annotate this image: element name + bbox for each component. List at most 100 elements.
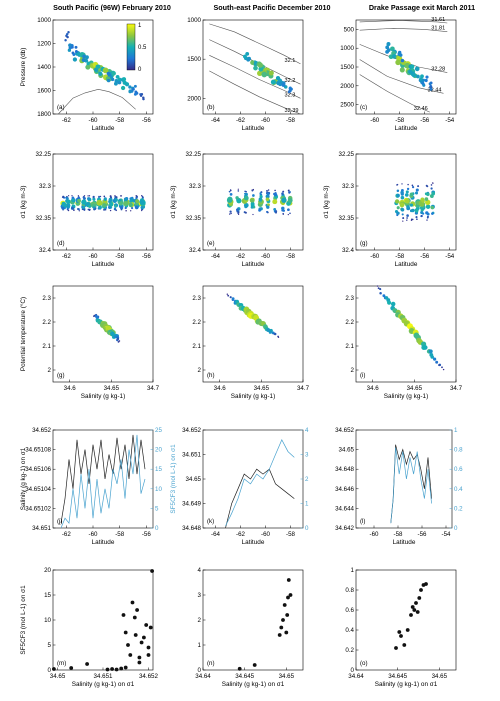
data-point: [130, 210, 132, 212]
data-point: [394, 646, 398, 650]
contour-label: 32.2: [285, 78, 296, 84]
y-axis-label: Pressure (db): [20, 48, 27, 87]
data-point: [407, 183, 409, 186]
y-right-tick-label: 5: [155, 505, 159, 512]
y-tick-label: 34.642: [335, 525, 354, 532]
data-point: [397, 51, 401, 56]
y-axis-label: Salinity (g kg-1) on σ1: [20, 447, 27, 510]
y-tick-label: 34.651: [32, 525, 51, 532]
data-point: [131, 87, 135, 91]
contour-line: [359, 27, 448, 32]
data-point: [229, 296, 232, 299]
data-point: [288, 593, 293, 597]
data-point: [390, 301, 396, 307]
data-point: [442, 368, 445, 371]
x-tick-label: 34.65: [432, 673, 448, 680]
data-point: [96, 64, 101, 69]
data-point: [124, 206, 127, 210]
y-tick-label: 34.65104: [25, 486, 51, 493]
data-point: [125, 210, 127, 212]
x-axis-label: Latitude: [92, 125, 115, 132]
y-tick-label: 2.3: [192, 295, 201, 302]
data-point: [268, 330, 272, 334]
y-tick-label: 1500: [187, 56, 201, 63]
data-point: [128, 202, 133, 208]
x-tick-label: -62: [62, 253, 72, 260]
y-axis-label: σ1 (kg m-3): [170, 185, 177, 218]
y-tick-label: 1000: [340, 45, 354, 52]
data-point: [250, 199, 255, 203]
x-axis-label: Latitude: [92, 261, 115, 268]
data-point: [67, 48, 72, 52]
y-tick-label: 1500: [340, 64, 354, 71]
data-point: [118, 198, 122, 202]
contour-label: 32.39: [285, 108, 299, 114]
y-tick-label: 1200: [37, 41, 51, 48]
data-point: [77, 195, 80, 197]
x-axis-label: Latitude: [395, 261, 418, 268]
data-point: [287, 208, 290, 212]
y-axis-label: SF5CF3 (mol L-1) on σ1: [20, 585, 27, 655]
x-tick-label: -58: [286, 253, 296, 260]
data-point: [430, 206, 435, 210]
panel-label: (m): [57, 660, 66, 667]
data-point: [279, 625, 284, 630]
y-right-tick-label: 0.6: [454, 466, 463, 473]
y-tick-label: 3: [198, 592, 202, 599]
x-tick-label: 34.65: [254, 385, 270, 392]
x-tick-label: -64: [211, 117, 221, 124]
data-point: [136, 195, 138, 198]
data-point: [237, 190, 240, 192]
data-point: [420, 214, 423, 218]
data-point: [424, 192, 428, 196]
data-point: [109, 195, 112, 197]
x-tick-label: -60: [370, 531, 380, 538]
y-tick-label: 34.652: [182, 427, 201, 434]
data-point: [396, 193, 400, 198]
axes-frame: [355, 569, 457, 671]
data-point: [70, 206, 74, 210]
data-point: [251, 189, 254, 192]
panel-m: 34.65 34.651 34.652 0 5 10 15 20 (m) Salinity (g …: [20, 567, 158, 688]
axes-frame: [202, 569, 304, 671]
y-tick-label: 0: [48, 667, 52, 674]
data-point: [424, 197, 429, 201]
x-tick-label: -64: [211, 253, 221, 260]
data-point: [430, 355, 434, 359]
y-right-tick-label: 1: [305, 501, 309, 508]
panel-h: 34.6 34.65 34.7 2 2.1 2.2 2.3 (h) Salinity (g kg…: [192, 285, 310, 400]
data-point: [275, 75, 281, 81]
data-point: [52, 667, 56, 671]
data-point: [229, 210, 232, 213]
y-tick-label: 10: [44, 617, 51, 624]
data-point: [75, 201, 80, 206]
y-right-tick-label: 0.2: [454, 505, 463, 512]
data-point: [406, 214, 409, 217]
y-right-tick-label: 25: [155, 427, 162, 434]
y-tick-label: 1400: [37, 64, 51, 71]
colorbar-tick: 0.5: [138, 45, 147, 51]
data-point: [142, 96, 145, 99]
data-point: [71, 198, 75, 203]
x-axis-label: Salinity (g kg-1): [231, 393, 275, 400]
y-axis-label: σ1 (kg m-3): [323, 185, 330, 218]
data-point: [81, 58, 86, 62]
y-tick-label: 34.644: [335, 505, 354, 512]
data-point: [134, 205, 139, 210]
y-tick-label: 2: [198, 367, 202, 374]
data-point: [281, 618, 285, 622]
data-point: [259, 192, 262, 195]
y-tick-label: 2.1: [42, 343, 51, 350]
data-point: [429, 87, 433, 91]
data-point: [121, 77, 127, 82]
data-point: [123, 630, 128, 635]
data-point: [61, 196, 65, 199]
data-point: [424, 582, 428, 586]
data-point: [412, 608, 417, 612]
panel-j: -62 -60 -58 -56 34.651 34.65102 34.65104 34.651…: [20, 427, 177, 546]
data-point: [103, 208, 106, 211]
data-point: [399, 67, 405, 73]
data-point: [108, 200, 112, 204]
axes-frame: [202, 429, 304, 529]
panel-label: (d): [57, 240, 65, 247]
